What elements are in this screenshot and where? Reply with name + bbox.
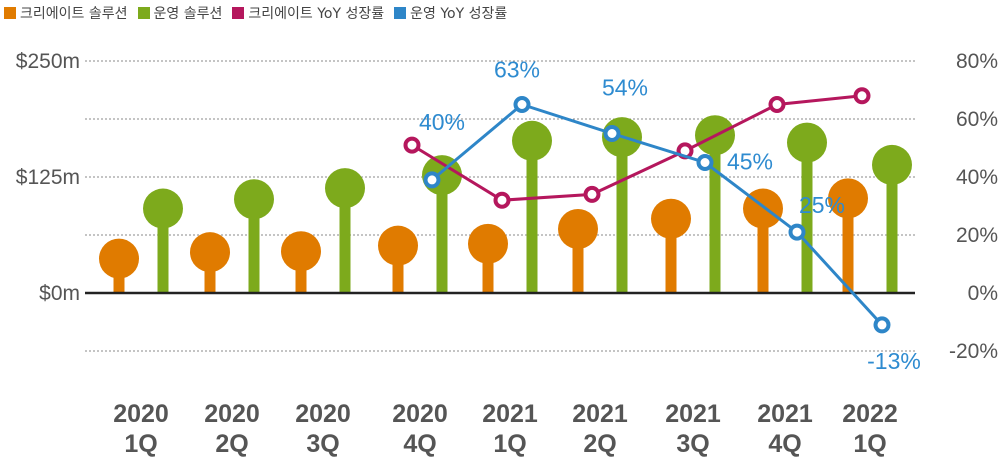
- x-label-year-2: 2020: [295, 400, 351, 428]
- x-label-year-8: 2022: [842, 400, 898, 428]
- right-tick-label-3: 40%: [956, 166, 998, 189]
- bar-ball-1: [234, 179, 274, 220]
- x-label-quarter-0: 1Q: [124, 430, 157, 458]
- x-label-year-3: 2020: [392, 400, 448, 428]
- bar-ball-5: [558, 208, 598, 249]
- yoy-point-7: [788, 223, 806, 241]
- bar-stick-8: [842, 198, 854, 293]
- yoy-data-label-6: 45%: [727, 149, 773, 175]
- legend-label-create-yoy: 크리에이트 YoY 성장률: [248, 6, 385, 22]
- bar-ball-1: [190, 232, 230, 273]
- yoy-point-8: [873, 316, 891, 334]
- bar-stick-6: [709, 135, 721, 293]
- legend-label-create-revenue: 크리에이트 솔루션: [20, 6, 128, 22]
- right-tick-label-5: 80%: [956, 50, 998, 73]
- bar-ball-2: [325, 168, 365, 209]
- bar-stick-7: [757, 208, 769, 293]
- yoy-point-5: [603, 125, 621, 142]
- yoy-point-6: [696, 154, 714, 171]
- bar-stick-2: [339, 188, 351, 293]
- legend-item-operate-yoy: 운영 YoY 성장률: [394, 3, 507, 23]
- yoy-data-label-5: 54%: [602, 75, 648, 101]
- bar-ball-6: [651, 198, 691, 239]
- bar-stick-4: [526, 140, 538, 293]
- x-label-year-0: 2020: [113, 400, 169, 428]
- yoy-line-operate-yoy: [431, 102, 884, 326]
- legend-label-operate-revenue: 운영 솔루션: [153, 6, 223, 22]
- series-operate-revenue: [143, 115, 912, 293]
- yoy-point-5: [583, 185, 601, 203]
- yoy-point-3: [403, 136, 421, 154]
- right-tick-label-0: -20%: [949, 340, 998, 363]
- yoy-data-label-7: 25%: [799, 192, 845, 218]
- x-label-year-4: 2021: [482, 400, 538, 428]
- bar-stick-3: [436, 175, 448, 293]
- x-label-year-5: 2021: [572, 400, 628, 428]
- bar-stick-2: [295, 251, 307, 293]
- bar-ball-3: [378, 225, 418, 266]
- bar-ball-4: [468, 223, 508, 264]
- yoy-data-label-4: 63%: [494, 57, 540, 83]
- legend: 크리에이트 솔루션 운영 솔루션 크리에이트 YoY 성장률 운영 YoY 성장…: [4, 2, 517, 24]
- yoy-data-label-8: -13%: [867, 348, 921, 374]
- bar-ball-4: [512, 120, 552, 161]
- legend-swatch-create-revenue: [4, 7, 16, 19]
- bar-stick-0: [157, 208, 169, 293]
- bar-ball-2: [281, 231, 321, 272]
- x-label-quarter-6: 3Q: [676, 430, 709, 458]
- bar-stick-6: [665, 218, 677, 293]
- bar-ball-0: [99, 238, 139, 279]
- yoy-point-3: [423, 171, 441, 189]
- left-tick-label-0: $0m: [39, 282, 80, 305]
- yoy-data-label-3: 40%: [419, 109, 465, 135]
- series-create-revenue: [99, 178, 868, 293]
- left-tick-label-2: $250m: [16, 50, 80, 73]
- bar-stick-8: [886, 164, 898, 293]
- left-tick-label-1: $125m: [16, 166, 80, 189]
- x-label-year-7: 2021: [757, 400, 813, 428]
- x-label-quarter-3: 4Q: [403, 430, 436, 458]
- yoy-point-8: [853, 87, 871, 105]
- right-tick-label-1: 0%: [968, 282, 998, 305]
- right-tick-label-2: 20%: [956, 224, 998, 247]
- legend-swatch-operate-revenue: [137, 7, 150, 19]
- legend-item-create-yoy: 크리에이트 YoY 성장률: [232, 3, 384, 23]
- bar-ball-8: [828, 178, 868, 219]
- bar-stick-1: [204, 252, 216, 293]
- series-operate-yoy: [423, 96, 891, 334]
- x-label-year-6: 2021: [665, 400, 721, 428]
- bar-ball-7: [787, 122, 827, 163]
- yoy-point-4: [513, 96, 531, 113]
- yoy-line-create-yoy: [411, 94, 863, 202]
- bar-ball-0: [143, 188, 183, 229]
- x-label-quarter-7: 4Q: [768, 430, 801, 458]
- x-label-quarter-2: 3Q: [306, 430, 339, 458]
- bar-stick-5: [572, 228, 584, 293]
- x-label-quarter-4: 1Q: [493, 430, 526, 458]
- bar-stick-7: [801, 142, 813, 293]
- bar-stick-4: [482, 243, 494, 293]
- yoy-point-7: [768, 96, 786, 113]
- x-label-quarter-5: 2Q: [583, 430, 616, 458]
- x-label-year-1: 2020: [204, 400, 260, 428]
- bar-stick-3: [392, 245, 404, 293]
- x-label-quarter-1: 2Q: [215, 430, 248, 458]
- bar-ball-8: [872, 144, 912, 185]
- legend-swatch-operate-yoy: [394, 7, 407, 19]
- bar-stick-1: [248, 199, 260, 293]
- legend-label-operate-yoy: 운영 YoY 성장률: [410, 6, 508, 22]
- yoy-point-4: [493, 191, 511, 209]
- legend-swatch-create-yoy: [232, 7, 245, 19]
- legend-item-create-revenue: 크리에이트 솔루션: [4, 3, 128, 23]
- bar-stick-5: [616, 137, 628, 293]
- x-label-quarter-8: 1Q: [853, 430, 886, 458]
- legend-item-operate-revenue: 운영 솔루션: [137, 3, 223, 23]
- right-tick-label-4: 60%: [956, 108, 998, 131]
